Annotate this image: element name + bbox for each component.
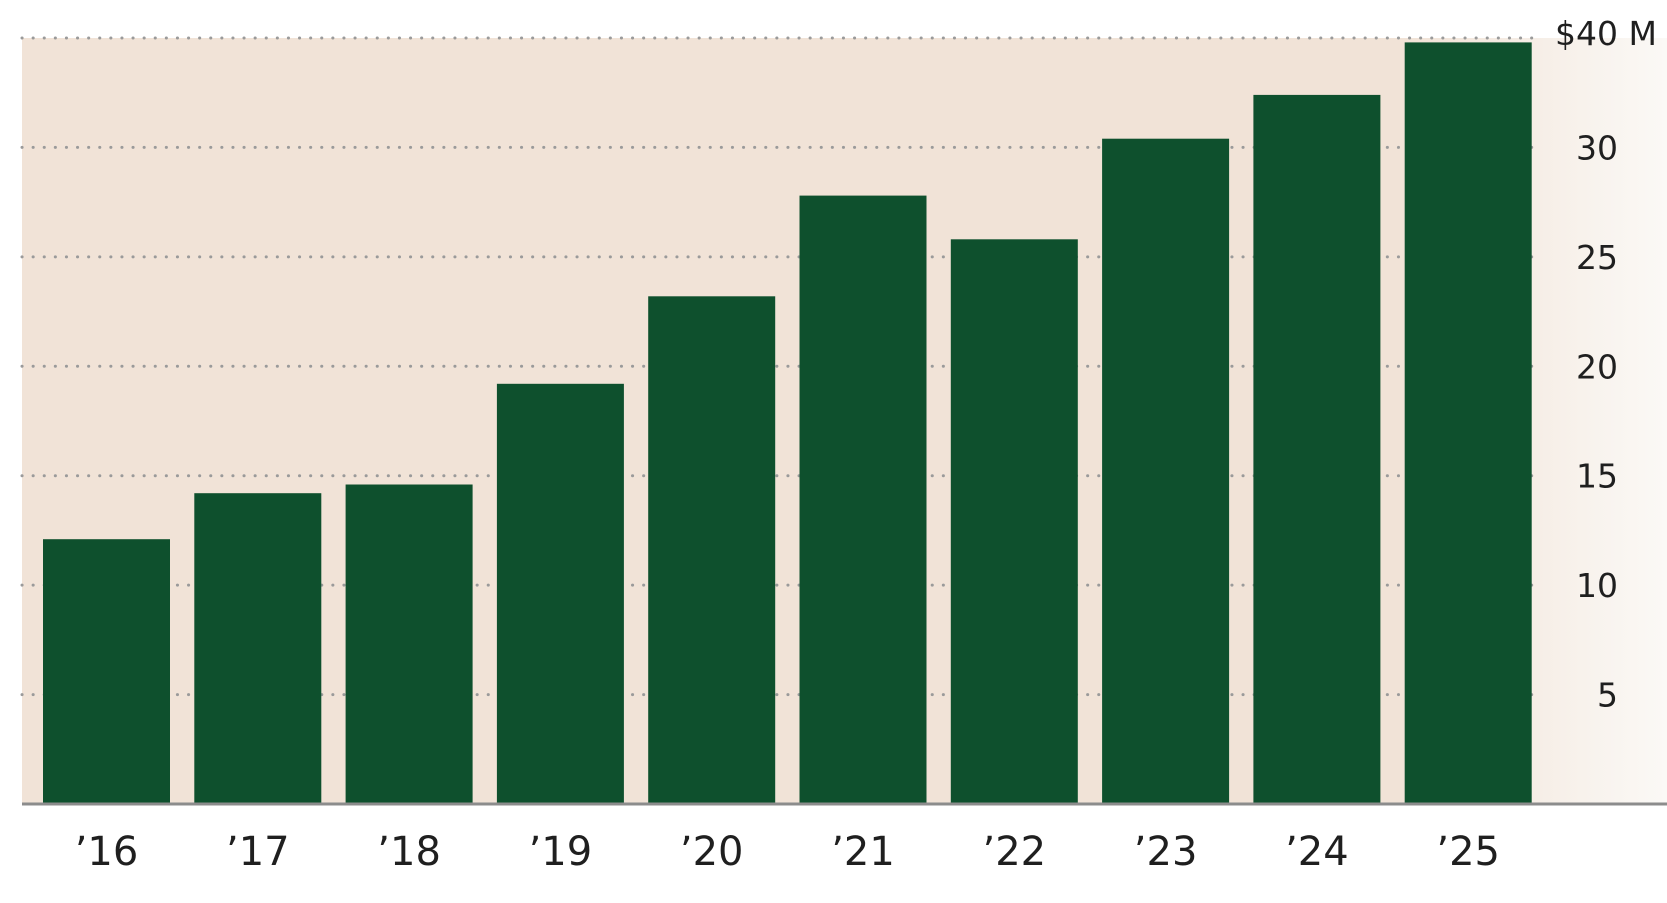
x-tick-label: ’25 <box>1436 829 1500 875</box>
x-tick-label: ’20 <box>680 829 744 875</box>
y-tick-label: 10 <box>1576 566 1618 605</box>
bar <box>1404 42 1532 804</box>
x-tick-label: ’19 <box>529 829 593 875</box>
y-tick-label: 15 <box>1576 457 1618 496</box>
bar <box>43 539 170 804</box>
bar <box>1102 138 1230 804</box>
bar <box>1253 94 1381 804</box>
y-tick-label: 5 <box>1597 676 1618 715</box>
bar <box>345 484 473 804</box>
x-tick-label: ’17 <box>226 829 290 875</box>
bar <box>950 239 1078 805</box>
y-tick-label: 25 <box>1576 238 1618 277</box>
x-tick-label: ’22 <box>982 829 1046 875</box>
bars <box>43 42 1532 805</box>
y-tick-label: 30 <box>1576 128 1618 167</box>
y-axis-labels: 5 10 15 20 25 30 $40 M <box>1555 14 1657 715</box>
y-tick-label: 20 <box>1576 347 1618 386</box>
bar <box>648 296 776 804</box>
x-tick-label: ’16 <box>75 829 139 875</box>
y-tick-label: $40 M <box>1555 14 1657 53</box>
x-tick-label: ’24 <box>1285 829 1349 875</box>
x-tick-label: ’21 <box>831 829 895 875</box>
bar <box>496 383 624 804</box>
x-axis-labels: ’16 ’17 ’18 ’19 ’20 ’21 ’22 ’23 ’24 ’25 <box>75 829 1500 875</box>
x-tick-label: ’18 <box>377 829 441 875</box>
x-tick-label: ’23 <box>1134 829 1198 875</box>
bar <box>799 195 927 805</box>
bar <box>194 493 322 804</box>
